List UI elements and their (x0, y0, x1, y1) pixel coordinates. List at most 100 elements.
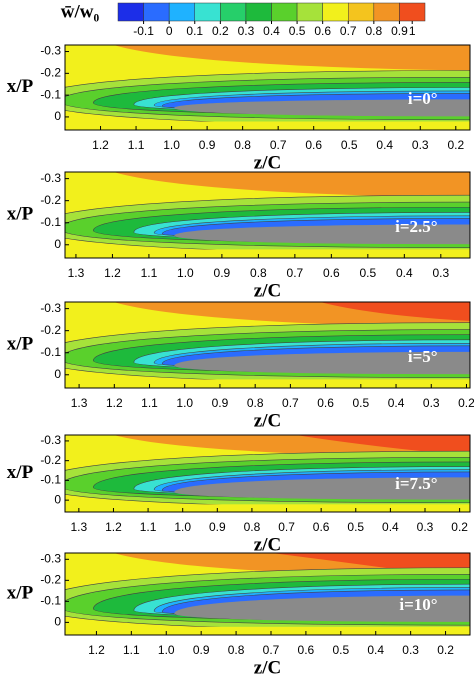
x-tick-label: 0.2 (451, 520, 468, 534)
x-tick-label: 1.2 (104, 266, 121, 280)
y-tick-label: 0 (54, 615, 61, 629)
y-tick-label: -0.3 (40, 44, 61, 58)
colorbar-swatch (245, 2, 272, 22)
x-tick-label: 1.2 (105, 520, 122, 534)
x-tick-label: 0.5 (341, 138, 358, 152)
y-tick-label: 0 (54, 237, 61, 251)
annotation: i=2.5° (395, 217, 437, 236)
y-tick-label: -0.1 (40, 87, 61, 101)
x-tick-label: 0.3 (417, 520, 434, 534)
colorbar-label: 0.6 (314, 24, 331, 38)
x-axis-label: z/C (254, 657, 281, 674)
x-tick-label: 1.0 (158, 643, 175, 657)
y-axis-label: x/P (7, 76, 34, 97)
colorbar-label: 0.7 (340, 24, 357, 38)
contour-field (65, 435, 470, 512)
colorbar-swatch (117, 2, 144, 22)
colorbar-swatch (271, 2, 298, 22)
high-region (295, 435, 470, 456)
y-tick-label: -0.2 (40, 453, 61, 467)
x-tick-label: 0.9 (199, 138, 216, 152)
y-tick-label: 0 (54, 492, 61, 506)
y-tick-label: -0.1 (40, 594, 61, 608)
colorbar-swatch (399, 2, 426, 22)
y-tick-label: -0.2 (40, 66, 61, 80)
x-tick-label: 0.6 (317, 396, 334, 410)
x-tick-label: 0.4 (367, 643, 384, 657)
annotation: i=10° (399, 595, 437, 614)
x-tick-label: 0.3 (402, 643, 419, 657)
contour-field (65, 302, 470, 388)
x-tick-label: 1.3 (68, 266, 85, 280)
x-tick-label: 0.6 (305, 138, 322, 152)
x-tick-label: 1.1 (140, 520, 157, 534)
colorbar-label: -0.1 (133, 24, 154, 38)
x-tick-label: 0.8 (228, 643, 245, 657)
contour-field (65, 172, 470, 258)
plot-frame (64, 44, 471, 131)
x-tick-label: 1.3 (71, 520, 88, 534)
annotation: i=0° (408, 89, 438, 108)
y-tick-label: 0 (54, 109, 61, 123)
colorbar-swatch (194, 2, 221, 22)
colorbar-label: 0 (166, 24, 173, 38)
y-tick-label: -0.2 (40, 323, 61, 337)
x-tick-label: 1.1 (141, 266, 158, 280)
x-axis-label: z/C (254, 534, 281, 555)
plot-frame (64, 171, 471, 259)
x-tick-label: 0.4 (396, 266, 413, 280)
colorbar-label: 0.5 (289, 24, 306, 38)
x-tick-label: 1.2 (92, 138, 109, 152)
colorbar-label: 1 (409, 24, 416, 38)
x-tick-label: 0.9 (212, 396, 229, 410)
x-tick-label: 1.1 (128, 138, 145, 152)
x-tick-label: 1.3 (71, 396, 88, 410)
y-tick-label: -0.2 (40, 573, 61, 587)
x-axis-label: z/C (254, 152, 281, 173)
colorbar-label: 0.3 (238, 24, 255, 38)
blade (174, 477, 470, 500)
x-tick-label: 0.8 (234, 138, 251, 152)
x-tick-label: 1.1 (141, 396, 158, 410)
x-tick-label: 0.7 (270, 138, 287, 152)
x-tick-label: 0.2 (447, 138, 464, 152)
contour-field (65, 553, 470, 635)
colorbar-label: 0.2 (212, 24, 229, 38)
y-tick-label: -0.3 (40, 171, 61, 185)
x-tick-label: 0.6 (323, 266, 340, 280)
colorbar-label: 0.8 (365, 24, 382, 38)
x-tick-label: 0.7 (278, 520, 295, 534)
high-region (271, 553, 470, 580)
x-tick-label: 0.4 (388, 396, 405, 410)
colorbar-label: 0.1 (186, 24, 203, 38)
high-region (320, 302, 470, 321)
x-tick-label: 0.7 (282, 396, 299, 410)
x-tick-label: 0.8 (247, 396, 264, 410)
x-tick-label: 0.5 (332, 643, 349, 657)
x-tick-label: 0.3 (432, 266, 449, 280)
plot-frame (64, 552, 471, 636)
y-tick-label: -0.1 (40, 215, 61, 229)
colorbar-label: 0.9 (391, 24, 408, 38)
colorbar-swatch (168, 2, 196, 22)
lower-band (65, 626, 470, 635)
y-tick-label: -0.3 (40, 551, 61, 565)
colorbar-label: 0.4 (263, 24, 280, 38)
x-tick-label: 0.8 (244, 520, 261, 534)
x-axis-label: z/C (254, 280, 281, 301)
y-tick-label: -0.1 (40, 345, 61, 359)
y-axis-label: x/P (7, 462, 34, 483)
x-tick-label: 0.3 (412, 138, 429, 152)
x-tick-label: 0.2 (458, 396, 474, 410)
x-tick-label: 0.7 (263, 643, 280, 657)
x-tick-label: 0.4 (382, 520, 399, 534)
contour-field (65, 45, 470, 130)
blade (174, 351, 470, 375)
y-tick-label: -0.1 (40, 473, 61, 487)
lower-band (65, 121, 470, 130)
plot-frame (64, 301, 471, 389)
annotation: i=5° (408, 347, 438, 366)
colorbar-swatch (143, 2, 170, 22)
y-tick-label: 0 (54, 367, 61, 381)
x-tick-label: 0.6 (313, 520, 330, 534)
